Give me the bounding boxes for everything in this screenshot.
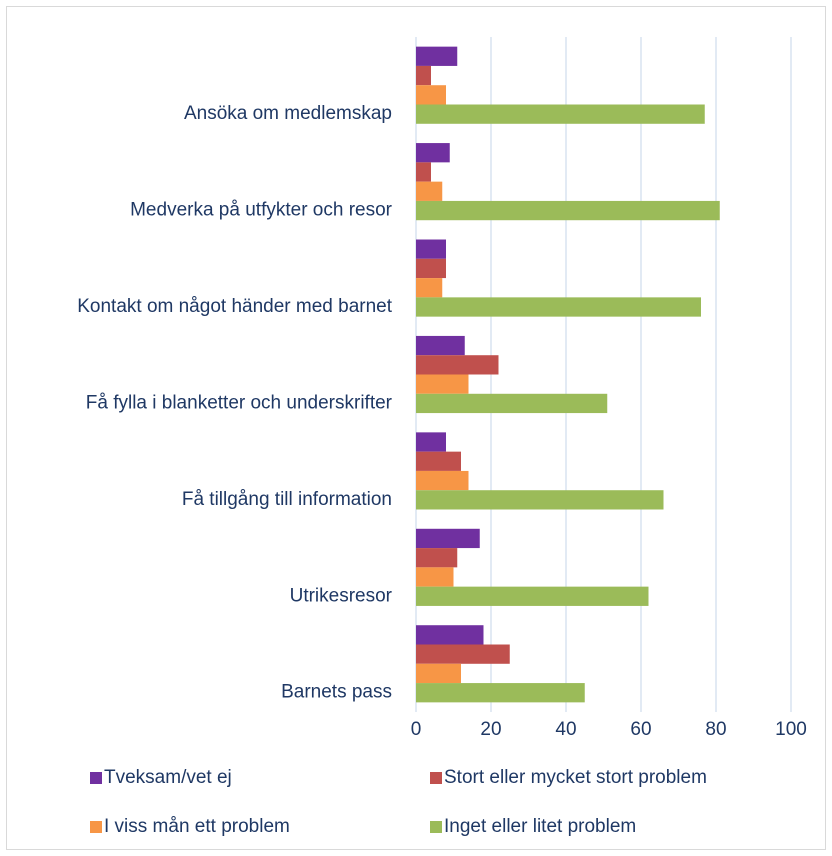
bar	[416, 143, 450, 163]
bar	[416, 470, 469, 491]
y-tick-label: Få fylla i blanketter och underskrifter	[86, 392, 393, 413]
bar	[416, 432, 446, 452]
legend-swatch	[430, 772, 442, 784]
y-tick-label: Kontakt om något händer med barnet	[77, 296, 392, 317]
bar	[416, 490, 664, 510]
x-tick-label: 0	[411, 719, 422, 740]
y-tick-label: Ansöka om medlemskap	[184, 103, 392, 124]
legend-label: Inget eller litet problem	[444, 816, 636, 837]
bar	[416, 625, 484, 645]
bar	[416, 85, 446, 105]
legend-swatch	[90, 772, 102, 784]
bar	[416, 355, 499, 375]
bar	[416, 528, 480, 549]
legend-label: Stort eller mycket stort problem	[444, 767, 707, 788]
x-tick-label: 20	[480, 719, 501, 740]
x-tick-label: 60	[630, 719, 651, 740]
x-tick-label: 40	[555, 719, 576, 740]
bar	[416, 567, 454, 587]
bar	[416, 451, 461, 471]
legend-label: I viss mån ett problem	[104, 816, 290, 837]
bar	[416, 181, 443, 201]
bar	[416, 46, 458, 66]
bar	[416, 297, 701, 317]
y-tick-label: Utrikesresor	[290, 585, 393, 606]
bar	[416, 239, 446, 259]
bar	[416, 644, 510, 664]
y-tick-label: Medverka på utfykter och resor	[130, 200, 393, 221]
bar	[416, 374, 469, 394]
bar	[416, 162, 431, 182]
x-tick-label: 80	[705, 719, 726, 740]
bar	[416, 65, 431, 86]
bar	[416, 278, 443, 298]
bar	[416, 586, 649, 606]
bar	[416, 663, 461, 684]
bar	[416, 548, 458, 568]
bar	[416, 104, 705, 124]
bar	[416, 258, 446, 279]
bar	[416, 393, 608, 414]
legend-swatch	[430, 821, 442, 833]
legend-label: Tveksam/vet ej	[104, 767, 232, 788]
legend-swatch	[90, 821, 102, 833]
bar	[416, 683, 585, 703]
bar	[416, 335, 465, 356]
x-tick-label: 100	[775, 719, 807, 740]
y-tick-label: Få tillgång till information	[182, 489, 392, 510]
y-tick-label: Barnets pass	[281, 682, 392, 703]
bar	[416, 200, 720, 221]
